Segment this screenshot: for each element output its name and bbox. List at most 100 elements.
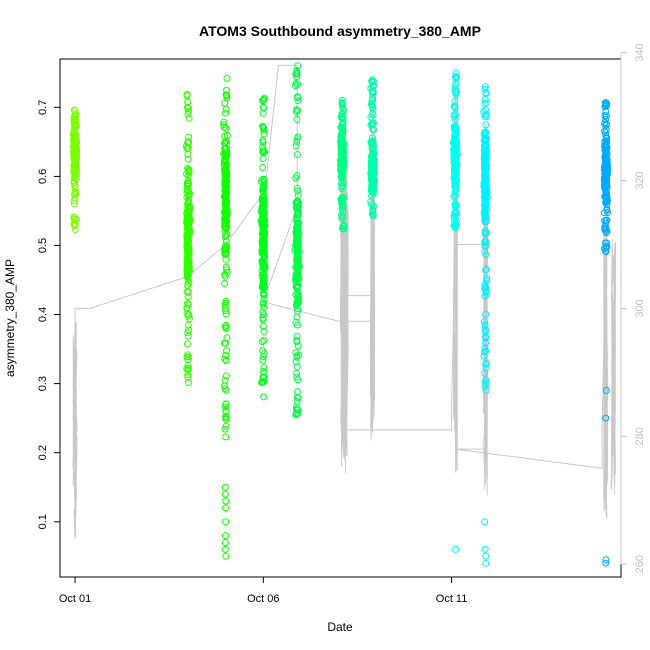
data-point <box>481 229 489 237</box>
data-point <box>222 386 230 394</box>
data-point <box>223 223 231 231</box>
data-point <box>293 197 301 205</box>
data-point <box>292 278 300 286</box>
data-point <box>258 249 266 257</box>
data-point <box>481 192 489 200</box>
data-point <box>259 122 267 130</box>
data-point <box>294 106 302 114</box>
data-point <box>184 244 192 252</box>
data-point <box>222 163 230 171</box>
x-tick-label: Oct 11 <box>436 593 468 605</box>
data-point <box>222 298 230 305</box>
data-point <box>601 99 609 107</box>
data-point <box>601 177 609 185</box>
left-axis: 0.1 0.2 0.3 0.4 0.5 0.6 0.7 <box>37 100 61 529</box>
data-point <box>260 201 268 209</box>
data-point <box>259 282 267 290</box>
data-point <box>481 328 489 336</box>
data-point <box>368 110 376 118</box>
data-point <box>368 184 376 192</box>
data-point <box>452 80 460 88</box>
data-point <box>184 103 191 111</box>
data-point <box>221 302 229 309</box>
data-point <box>223 347 231 355</box>
data-point <box>450 153 458 161</box>
data-point <box>482 196 490 204</box>
data-point <box>294 62 302 70</box>
data-point <box>293 151 301 158</box>
data-point <box>183 92 191 100</box>
data-point <box>293 369 300 377</box>
data-point <box>183 232 191 240</box>
data-point <box>338 103 346 111</box>
data-point <box>185 242 192 250</box>
data-point <box>71 194 79 202</box>
data-point <box>70 142 78 150</box>
data-point <box>223 243 231 251</box>
data-point <box>294 388 301 396</box>
data-point <box>221 355 229 363</box>
data-point <box>221 545 229 553</box>
data-point <box>184 379 192 386</box>
data-point <box>259 164 267 171</box>
y-tick-label: 0.3 <box>37 376 49 391</box>
data-point <box>602 559 610 567</box>
data-point <box>184 332 192 340</box>
data-point <box>294 305 302 313</box>
data-point <box>481 379 489 386</box>
data-point <box>481 218 489 226</box>
data-point <box>222 552 230 560</box>
data-point <box>293 215 301 223</box>
y-tick-label: 0.2 <box>37 445 49 460</box>
data-point <box>260 243 268 251</box>
data-point <box>184 155 192 163</box>
data-point <box>338 153 346 161</box>
data-point <box>258 257 266 265</box>
data-point <box>222 400 230 408</box>
data-point <box>368 101 376 109</box>
data-point <box>184 249 192 257</box>
data-point <box>452 85 459 93</box>
data-point <box>221 382 228 390</box>
data-point <box>451 134 459 142</box>
data-point <box>370 119 377 127</box>
y2-tick-label: 280 <box>634 427 646 445</box>
secondary-spike <box>603 213 609 520</box>
data-point <box>482 238 489 246</box>
data-point <box>602 112 610 120</box>
data-point <box>72 110 80 118</box>
data-point <box>260 218 268 226</box>
data-point <box>482 559 490 567</box>
data-point <box>481 128 489 136</box>
y-tick-label: 0.4 <box>37 307 49 322</box>
data-point <box>71 217 79 224</box>
data-point <box>482 251 490 258</box>
data-point <box>452 69 460 77</box>
data-point <box>338 96 346 104</box>
data-point <box>293 172 301 180</box>
data-point <box>293 338 301 345</box>
data-point <box>184 373 192 381</box>
data-point <box>339 203 347 211</box>
data-point <box>71 115 79 123</box>
data-point <box>601 183 609 191</box>
data-point <box>602 101 609 109</box>
data-point <box>260 364 268 372</box>
data-point <box>221 323 229 330</box>
data-point <box>260 211 268 219</box>
data-point <box>293 313 301 321</box>
data-point <box>260 196 268 204</box>
data-point <box>223 334 231 342</box>
data-point <box>369 207 377 215</box>
data-point <box>223 94 231 102</box>
data-point <box>222 357 230 364</box>
data-point <box>71 164 79 172</box>
data-point <box>482 287 490 295</box>
data-point <box>183 217 191 225</box>
data-point <box>221 483 229 491</box>
data-point <box>481 83 489 91</box>
data-point <box>259 314 267 322</box>
data-point <box>182 142 190 150</box>
data-point <box>184 182 192 190</box>
data-point <box>222 137 230 145</box>
